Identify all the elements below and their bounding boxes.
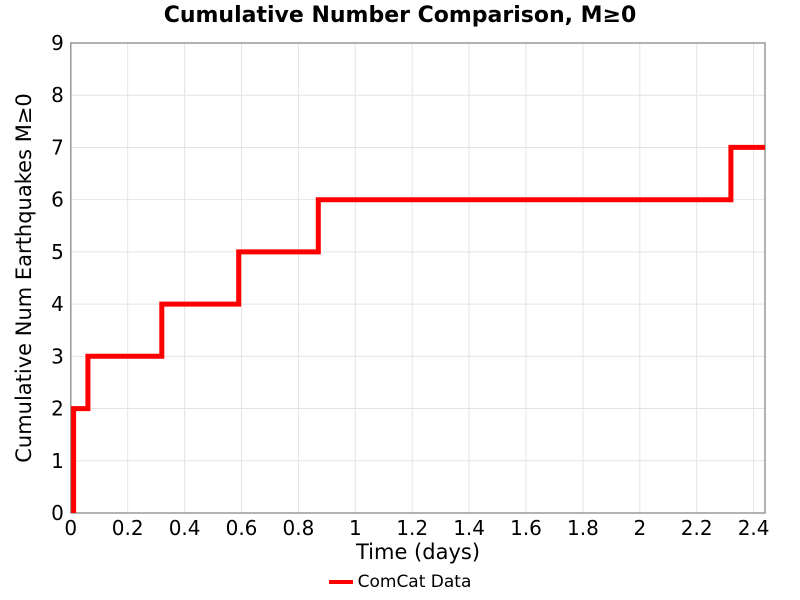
- x-tick-label: 1.8: [567, 516, 599, 540]
- legend: ComCat Data: [0, 572, 800, 592]
- y-tick-label: 3: [51, 344, 64, 368]
- x-tick-label: 1.4: [453, 516, 485, 540]
- x-tick-label: 0.8: [283, 516, 315, 540]
- x-tick-label: 0.4: [169, 516, 201, 540]
- legend-line-swatch: [328, 580, 353, 584]
- comcat-data-line: [71, 144, 765, 513]
- y-tick-label: 0: [51, 501, 64, 525]
- y-tick-label: 6: [51, 188, 64, 212]
- y-tick-label: 5: [51, 240, 64, 264]
- y-tick-label: 1: [51, 449, 64, 473]
- plot-frame: [70, 42, 766, 514]
- legend-label: ComCat Data: [357, 572, 472, 592]
- y-axis-label: Cumulative Num Earthquakes M≥0: [12, 93, 36, 463]
- x-tick-label: 2: [633, 516, 646, 540]
- chart-title: Cumulative Number Comparison, M≥0: [163, 3, 637, 28]
- x-tick-label: 1: [349, 516, 362, 540]
- x-tick-label: 0.6: [226, 516, 258, 540]
- y-tick-label: 7: [51, 135, 64, 159]
- x-tick-label: 2.2: [681, 516, 713, 540]
- y-tick-label: 8: [51, 83, 64, 107]
- y-tick-label: 2: [51, 397, 64, 421]
- x-tick-label: 0: [64, 516, 77, 540]
- x-tick-label: 2.4: [738, 516, 770, 540]
- x-axis-label: Time (days): [355, 540, 481, 564]
- y-tick-label: 4: [51, 292, 64, 316]
- y-tick-label: 9: [51, 31, 64, 55]
- x-tick-label: 1.2: [396, 516, 428, 540]
- x-tick-label: 1.6: [510, 516, 542, 540]
- x-tick-label: 0.2: [112, 516, 144, 540]
